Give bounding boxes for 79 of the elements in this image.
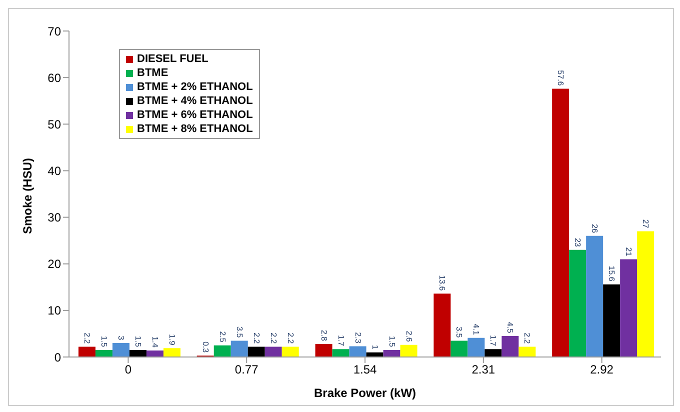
x-tick-label: 2.92 bbox=[590, 362, 614, 377]
bar bbox=[603, 284, 620, 357]
data-label: 0.3 bbox=[200, 341, 210, 354]
data-label: 15.6 bbox=[607, 266, 616, 282]
y-tick-label: 10 bbox=[48, 304, 62, 318]
data-label: 1.5 bbox=[387, 336, 396, 348]
x-tick-label: 0 bbox=[124, 362, 132, 377]
bar bbox=[129, 350, 146, 357]
data-label: 4.1 bbox=[472, 324, 481, 336]
bar bbox=[282, 346, 299, 357]
data-label: 27 bbox=[641, 219, 650, 229]
bar bbox=[552, 88, 570, 357]
data-label: 3.5 bbox=[234, 326, 244, 338]
x-tick-label: 2.31 bbox=[472, 362, 496, 377]
legend-label: BTME bbox=[137, 66, 168, 80]
x-axis-title: Brake Power (kW) bbox=[314, 386, 416, 400]
bar bbox=[248, 346, 265, 357]
bar bbox=[349, 346, 366, 357]
data-label: 1.5 bbox=[133, 336, 142, 348]
data-label: 1.7 bbox=[336, 334, 346, 347]
bar bbox=[620, 259, 638, 357]
data-label: 3 bbox=[116, 336, 126, 341]
data-label: 2.3 bbox=[353, 332, 362, 344]
bar bbox=[434, 294, 451, 357]
bar bbox=[518, 346, 536, 357]
bar bbox=[163, 348, 180, 357]
bar bbox=[450, 340, 468, 357]
bar bbox=[315, 344, 332, 357]
bar bbox=[569, 250, 586, 357]
bar bbox=[502, 336, 519, 357]
data-label: 2.2 bbox=[522, 332, 532, 344]
y-tick-label: 40 bbox=[48, 164, 62, 178]
x-tick-label: 0.77 bbox=[234, 362, 259, 377]
legend-label: DIESEL FUEL bbox=[137, 52, 208, 66]
bar bbox=[146, 350, 164, 357]
data-label: 1 bbox=[370, 344, 380, 350]
data-label: 1.4 bbox=[150, 336, 160, 348]
y-tick-label: 30 bbox=[48, 210, 62, 225]
bar bbox=[264, 346, 282, 357]
data-label: 23 bbox=[573, 238, 582, 248]
bar bbox=[400, 344, 418, 357]
y-tick-label: 20 bbox=[48, 257, 62, 272]
legend-label: BTME + 2% ETHANOL bbox=[137, 80, 253, 94]
bar bbox=[78, 346, 96, 357]
bar bbox=[214, 345, 231, 357]
data-label: 13.6 bbox=[438, 275, 447, 292]
data-label: 2.2 bbox=[252, 332, 261, 344]
data-label: 26 bbox=[590, 224, 600, 234]
data-label: 3.5 bbox=[454, 326, 464, 338]
bar bbox=[637, 231, 654, 357]
y-tick-label: 0 bbox=[54, 350, 62, 364]
data-label: 2.2 bbox=[268, 332, 278, 344]
legend-label: BTME + 4% ETHANOL bbox=[137, 94, 253, 108]
y-tick-label: 60 bbox=[48, 70, 62, 85]
bar bbox=[468, 338, 485, 357]
data-label: 2.8 bbox=[319, 330, 328, 342]
bar bbox=[332, 349, 350, 357]
data-label: 4.5 bbox=[506, 322, 515, 334]
data-label: 57.6 bbox=[556, 70, 566, 86]
bar bbox=[586, 236, 604, 357]
bar bbox=[484, 349, 502, 357]
legend-label: BTME + 8% ETHANOL bbox=[137, 122, 253, 136]
y-tick-label: 50 bbox=[48, 117, 62, 132]
bar bbox=[112, 343, 130, 357]
y-axis-title: Smoke (HSU) bbox=[20, 158, 34, 234]
legend-label: BTME + 6% ETHANOL bbox=[137, 108, 253, 122]
data-label: 21 bbox=[624, 247, 634, 257]
data-label: 2.2 bbox=[82, 332, 92, 344]
data-label: 1.9 bbox=[167, 334, 176, 346]
data-label: 1.5 bbox=[99, 336, 108, 348]
bar bbox=[383, 350, 400, 357]
bar bbox=[230, 340, 248, 357]
data-label: 2.5 bbox=[218, 331, 227, 343]
data-label: 2.6 bbox=[404, 330, 414, 342]
x-tick-label: 1.54 bbox=[353, 362, 377, 377]
data-label: 1.7 bbox=[488, 334, 498, 347]
bar bbox=[95, 350, 112, 357]
data-label: 2.2 bbox=[286, 332, 295, 344]
y-tick-label: 70 bbox=[48, 24, 62, 38]
